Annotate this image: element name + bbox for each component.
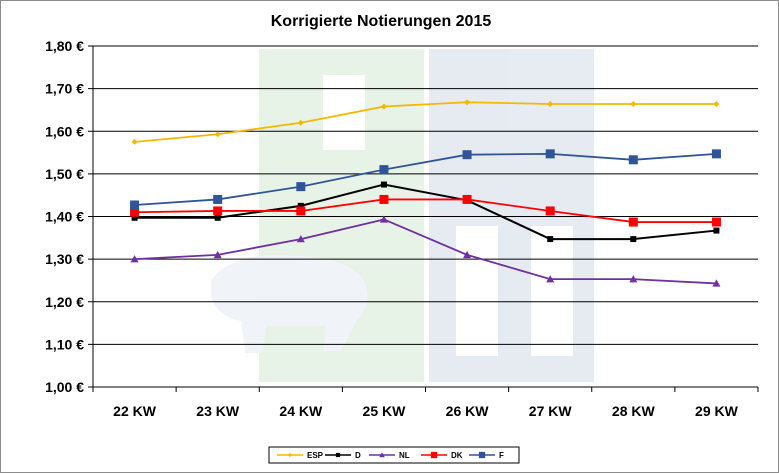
data-point (711, 149, 721, 159)
series-line (134, 198, 717, 223)
data-point (131, 214, 138, 221)
data-point (462, 194, 472, 204)
legend-item-dk: DK (421, 451, 463, 460)
y-tick-label: 1,40 € (45, 209, 84, 225)
data-point (628, 155, 638, 165)
data-point (629, 275, 638, 283)
gridlines (93, 45, 758, 388)
data-point (379, 165, 389, 175)
data-point (711, 217, 721, 227)
data-point (463, 250, 472, 259)
y-tick-label: 1,30 € (45, 251, 84, 267)
data-point (380, 181, 387, 188)
legend-item-nl: NL (369, 451, 410, 460)
series-line (134, 218, 717, 285)
legend: ESP D NL DK F (268, 446, 520, 464)
data-point (478, 451, 486, 459)
data-point (213, 250, 222, 259)
x-tick-label: 27 KW (529, 403, 573, 419)
data-point (628, 217, 638, 227)
data-point (335, 452, 341, 458)
data-point (630, 100, 637, 107)
data-point (380, 103, 387, 110)
y-tick-label: 1,20 € (45, 294, 84, 310)
legend-label: D (355, 451, 361, 460)
series-lines (130, 99, 721, 287)
series-f (130, 149, 721, 210)
y-tick-label: 1,50 € (45, 166, 84, 182)
data-point (546, 275, 555, 283)
data-point (297, 119, 304, 126)
x-tick-label: 22 KW (113, 403, 157, 419)
legend-label: NL (399, 451, 410, 460)
data-point (379, 194, 389, 204)
data-point (379, 452, 385, 458)
series-line (134, 152, 717, 206)
data-point (464, 99, 471, 106)
data-point (430, 451, 438, 459)
y-tick-label: 1,00 € (45, 379, 84, 395)
data-point (214, 131, 221, 138)
series-d (131, 181, 720, 243)
legend-label: ESP (307, 451, 324, 460)
axes (88, 45, 759, 392)
data-point (130, 255, 139, 263)
data-point (545, 149, 555, 159)
x-tick-label: 23 KW (196, 403, 240, 419)
data-point (213, 194, 223, 204)
data-point (713, 100, 720, 107)
x-tick-label: 29 KW (695, 403, 739, 419)
data-point (131, 138, 138, 145)
data-point (287, 452, 293, 458)
legend-item-f: F (469, 451, 504, 460)
x-tick-label: 28 KW (612, 403, 656, 419)
legend-label: F (499, 451, 504, 460)
series-dk (130, 194, 721, 227)
data-point (297, 202, 304, 209)
series-nl (130, 215, 721, 287)
legend-item-esp: ESP (277, 451, 324, 460)
legend-label: DK (451, 451, 463, 460)
chart-title: Korrigierte Notierungen 2015 (271, 13, 492, 30)
data-point (213, 206, 223, 216)
legend-item-d: D (325, 451, 361, 460)
data-point (379, 215, 388, 223)
y-tick-label: 1,10 € (45, 336, 84, 352)
data-point (296, 182, 306, 192)
y-tick-label: 1,80 € (45, 38, 84, 54)
x-tick-label: 24 KW (279, 403, 323, 419)
watermark-logo (211, 49, 594, 382)
x-tick-labels: 22 KW 23 KW 24 KW 25 KW 26 KW 27 KW 28 KW 29 KW (113, 403, 738, 419)
series-line (134, 101, 717, 143)
x-tick-label: 26 KW (446, 403, 490, 419)
data-point (547, 100, 554, 107)
data-point (462, 150, 472, 160)
y-tick-label: 1,60 € (45, 123, 84, 139)
data-point (130, 200, 140, 210)
data-point (296, 206, 306, 216)
y-tick-labels: 1,00 € 1,10 € 1,20 € 1,30 € 1,40 € 1,50 € 1,60… (45, 38, 84, 395)
data-point (547, 236, 554, 243)
data-point (545, 206, 555, 216)
series-esp (131, 99, 720, 145)
series-line (134, 183, 717, 241)
x-tick-label: 25 KW (363, 403, 407, 419)
data-point (296, 235, 305, 243)
data-point (713, 227, 720, 234)
y-tick-label: 1,70 € (45, 81, 84, 97)
data-point (214, 214, 221, 221)
data-point (712, 279, 721, 287)
data-point (130, 207, 140, 217)
data-point (630, 236, 637, 243)
